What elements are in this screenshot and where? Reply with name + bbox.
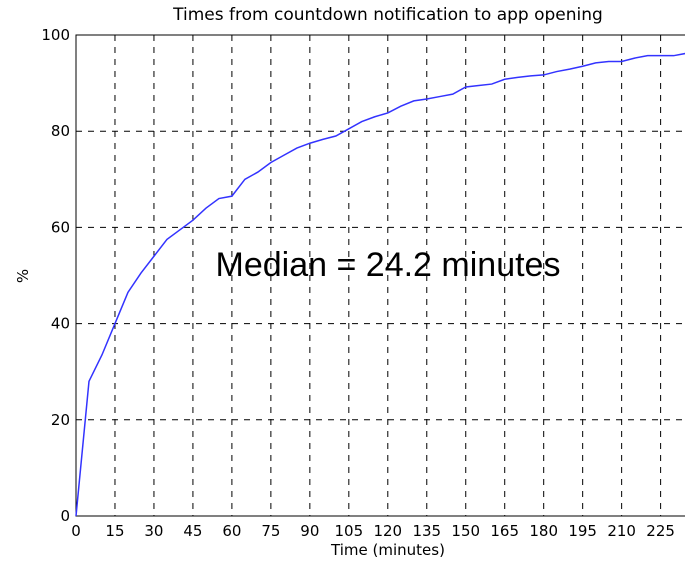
x-tick-label: 210 — [607, 522, 636, 540]
x-tick-label: 150 — [451, 522, 480, 540]
annotation: Median = 24.2 minutes — [216, 246, 561, 284]
x-tick-label: 15 — [105, 522, 124, 540]
chart-title: Times from countdown notification to app… — [172, 5, 603, 25]
y-tick-label: 40 — [51, 315, 70, 333]
x-tick-label: 75 — [261, 522, 280, 540]
x-tick-label: 225 — [646, 522, 675, 540]
x-tick-label: 105 — [335, 522, 364, 540]
x-tick-label: 120 — [373, 522, 402, 540]
y-tick-label: 60 — [51, 218, 70, 236]
x-tick-label: 180 — [529, 522, 558, 540]
x-tick-label: 195 — [568, 522, 597, 540]
data-line — [75, 52, 685, 517]
y-tick-label: 20 — [51, 411, 70, 429]
y-tick-label: 80 — [51, 122, 70, 140]
x-tick-label: 60 — [222, 522, 241, 540]
plot-frame — [75, 34, 685, 517]
x-tick-label: 135 — [412, 522, 441, 540]
x-axis-label: Time (minutes) — [330, 541, 445, 559]
x-tick-label: 0 — [71, 522, 81, 540]
y-axis-label: % — [14, 269, 32, 283]
x-tick-label: 165 — [490, 522, 519, 540]
x-tick-label: 30 — [144, 522, 163, 540]
y-tick-label: 0 — [60, 507, 70, 525]
x-tick-label: 90 — [300, 522, 319, 540]
y-tick-label: 100 — [41, 26, 70, 44]
x-tick-label: 45 — [183, 522, 202, 540]
